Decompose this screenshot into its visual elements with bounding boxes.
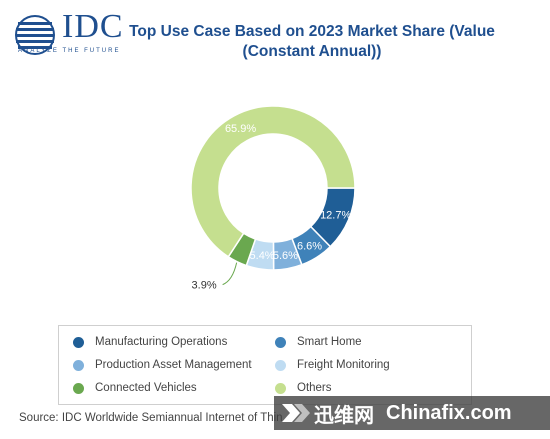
legend-item-production-asset-management: Production Asset Management bbox=[73, 359, 252, 371]
legend-item-smart-home: Smart Home bbox=[275, 336, 362, 348]
legend-item-freight-monitoring: Freight Monitoring bbox=[275, 359, 390, 371]
source-note: Source: IDC Worldwide Semiannual Interne… bbox=[19, 412, 283, 424]
legend-label: Smart Home bbox=[297, 336, 362, 348]
slice-label: 3.9% bbox=[192, 280, 217, 292]
chinafix-logo-icon bbox=[282, 404, 310, 422]
report-header: IDC ANALYZE THE FUTURE Top Use Case Base… bbox=[0, 0, 550, 70]
legend-swatch bbox=[275, 382, 286, 394]
idc-globe-icon bbox=[15, 15, 55, 55]
chart-title: Top Use Case Based on 2023 Market Share … bbox=[129, 23, 495, 60]
legend-label: Freight Monitoring bbox=[297, 359, 390, 371]
idc-logo-tagline: ANALYZE THE FUTURE bbox=[18, 48, 121, 54]
idc-logo-text: IDC bbox=[62, 8, 124, 45]
slice-label: 12.7% bbox=[320, 209, 351, 221]
slice-label: 5.4% bbox=[250, 250, 275, 262]
legend-item-others: Others bbox=[275, 382, 332, 394]
legend-label: Others bbox=[297, 382, 332, 394]
legend-label: Production Asset Management bbox=[95, 359, 252, 371]
watermark-banner: 迅维网 Chinafix.com bbox=[274, 396, 550, 430]
legend-swatch bbox=[73, 382, 84, 394]
slice-label: 6.6% bbox=[297, 240, 322, 252]
legend-swatch bbox=[275, 359, 286, 371]
legend-label: Manufacturing Operations bbox=[95, 336, 228, 348]
legend-swatch bbox=[73, 359, 84, 371]
legend-swatch bbox=[73, 336, 84, 348]
leader-line bbox=[222, 262, 238, 286]
legend-item-manufacturing-operations: Manufacturing Operations bbox=[73, 336, 227, 348]
watermark-en-text: Chinafix.com bbox=[386, 401, 512, 424]
slice-others bbox=[190, 105, 356, 258]
watermark-cn-text: 迅维网 bbox=[314, 404, 374, 427]
slice-label: 5.6% bbox=[273, 250, 298, 262]
chart-legend: Manufacturing Operations Smart Home Prod… bbox=[58, 325, 472, 405]
legend-label: Connected Vehicles bbox=[95, 382, 197, 394]
legend-item-connected-vehicles: Connected Vehicles bbox=[73, 382, 197, 394]
legend-swatch bbox=[275, 336, 286, 348]
slice-label: 65.9% bbox=[225, 123, 256, 135]
donut-chart: 12.7% 6.6%5.6%5.4% 3.9% 65.9% bbox=[190, 105, 356, 292]
